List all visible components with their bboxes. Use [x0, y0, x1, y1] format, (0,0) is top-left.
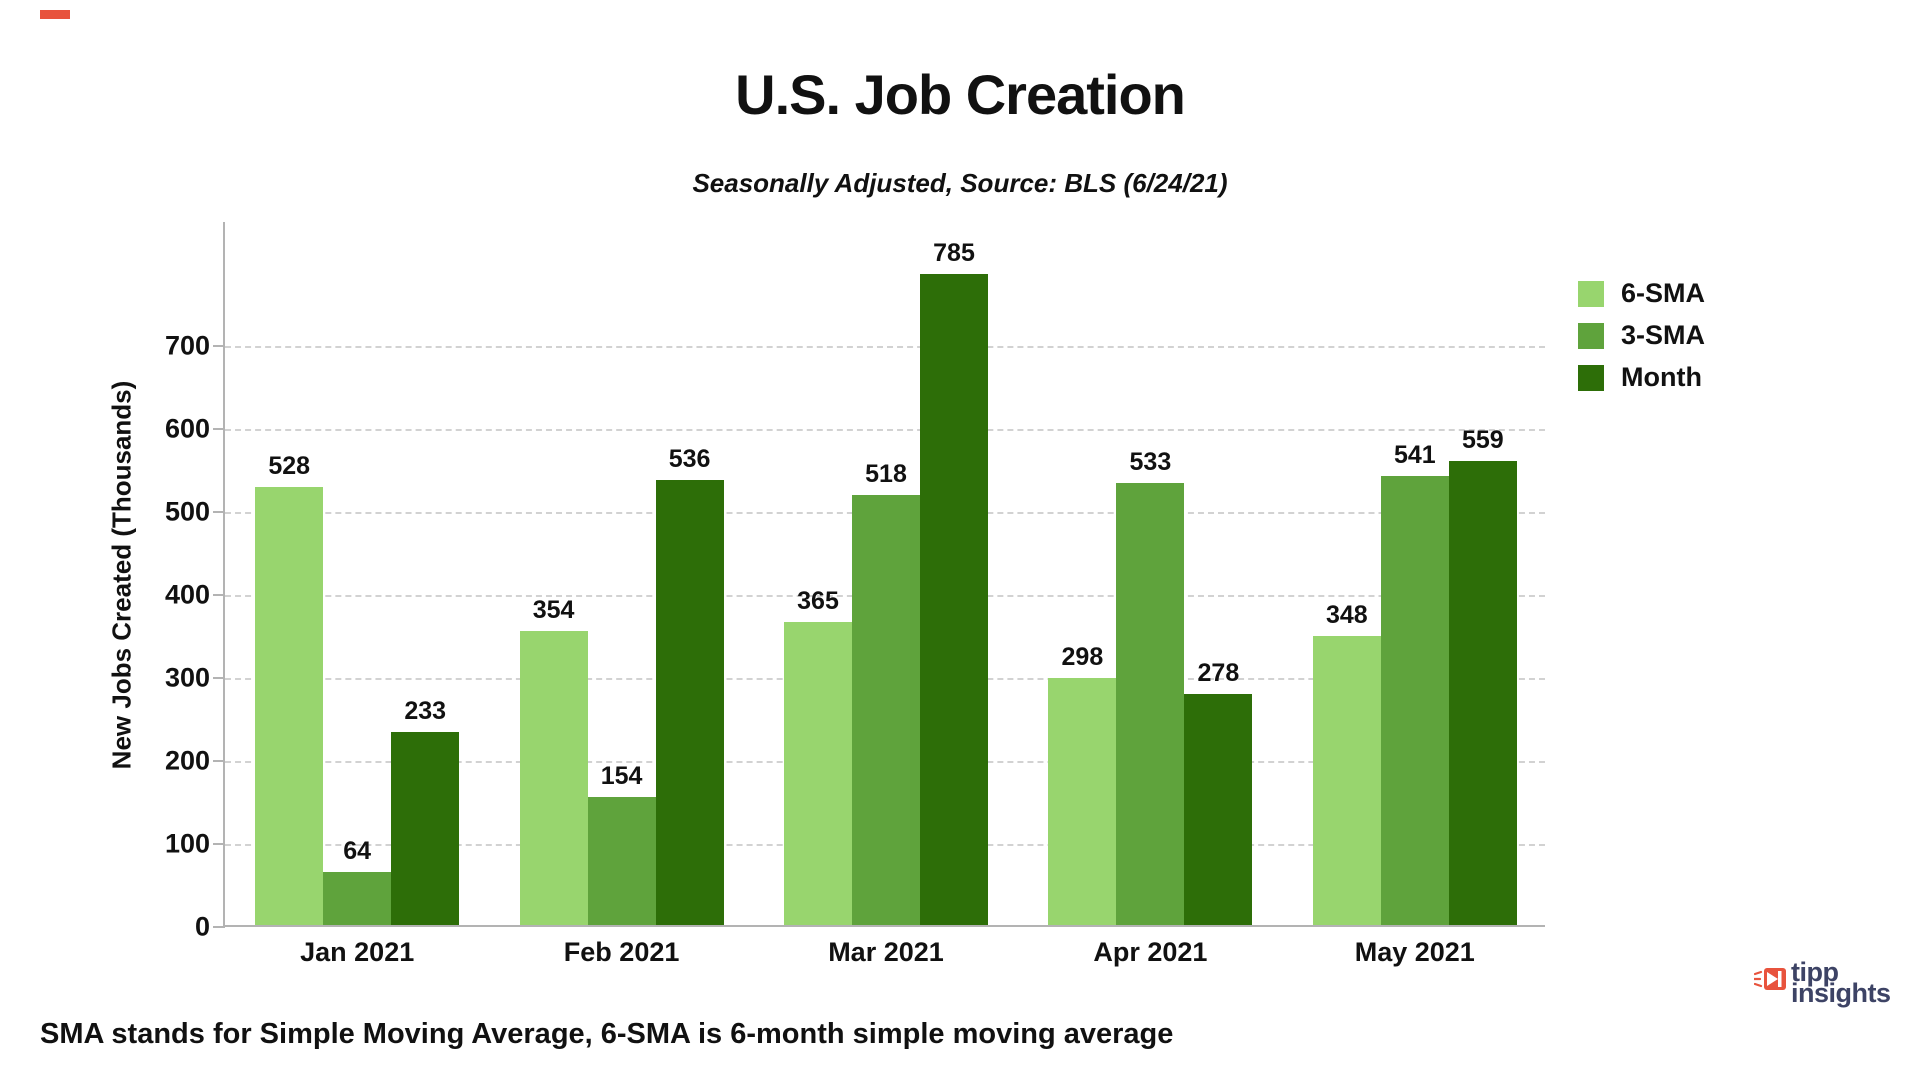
bar-month-apr	[1184, 694, 1253, 925]
bar-value-label: 533	[1129, 447, 1172, 476]
plot-area: 0 100 200 300 400 500 600 700 528 64 233 Jan 2021 35…	[165, 222, 1545, 967]
y-tick-label: 600	[164, 413, 210, 444]
x-tick-label: Feb 2021	[563, 937, 680, 967]
bar-6-sma-jan	[255, 487, 324, 925]
bar-month-mar	[920, 273, 988, 925]
top-left-red-mark	[40, 10, 70, 19]
bar-6-sma-may	[1312, 636, 1381, 925]
y-tick-mark	[213, 760, 225, 763]
bar-value-label: 518	[865, 460, 907, 489]
bar-value-label: 64	[343, 836, 372, 865]
x-tick-label: Mar 2021	[828, 937, 944, 967]
bar-value-label: 348	[1325, 601, 1368, 630]
tipp-insights-logo: tipp insights	[1754, 957, 1891, 1008]
legend-item-6-sma: 6-SMA	[1578, 278, 1705, 309]
legend-swatch	[1578, 322, 1604, 349]
legend-label: 6-SMA	[1621, 278, 1706, 308]
x-tick-label: Apr 2021	[1093, 937, 1208, 967]
bar-3-sma-may	[1380, 476, 1449, 925]
logo-word-tipp: tipp	[1791, 957, 1839, 987]
bar-month-may	[1448, 461, 1517, 925]
chart-title: U.S. Job Creation	[735, 63, 1186, 126]
y-tick-mark	[213, 594, 225, 597]
y-tick-mark	[213, 428, 225, 431]
y-tick-label: 300	[164, 662, 210, 693]
y-tick-label: 0	[194, 911, 210, 942]
legend-item-3-sma: 3-SMA	[1578, 320, 1705, 351]
x-tick-label: May 2021	[1354, 937, 1475, 967]
legend: 6-SMA 3-SMA Month	[1578, 278, 1705, 404]
y-tick-label: 700	[164, 330, 210, 361]
bar-value-label: 233	[404, 696, 447, 725]
logo-arrow-icon	[1754, 968, 1786, 990]
bar-value-label: 541	[1393, 441, 1436, 470]
y-tick-label: 400	[164, 579, 210, 610]
bar-6-sma-mar	[784, 622, 852, 925]
bar-3-sma-jan	[323, 871, 392, 925]
bar-3-sma-feb	[587, 797, 656, 925]
y-tick-label: 500	[164, 496, 210, 527]
bar-6-sma-apr	[1048, 677, 1117, 925]
bar-month-jan	[391, 731, 460, 925]
bar-month-feb	[655, 480, 724, 925]
legend-label: Month	[1621, 362, 1702, 392]
legend-swatch	[1578, 364, 1604, 391]
gridline-700	[225, 346, 1545, 349]
bar-value-label: 298	[1061, 642, 1104, 671]
y-tick-mark	[213, 843, 225, 846]
y-tick-label: 100	[164, 828, 210, 859]
bar-value-label: 528	[268, 452, 311, 481]
bar-value-label: 559	[1461, 426, 1504, 455]
chart-subtitle: Seasonally Adjusted, Source: BLS (6/24/2…	[692, 168, 1228, 198]
logo-word-insights: insights	[1791, 978, 1891, 1008]
bar-6-sma-feb	[519, 631, 588, 925]
bar-value-label: 278	[1197, 659, 1240, 688]
y-tick-mark	[213, 926, 225, 928]
bar-value-label: 785	[933, 238, 975, 267]
bar-3-sma-apr	[1116, 482, 1185, 925]
y-tick-mark	[213, 345, 225, 348]
footnote: SMA stands for Simple Moving Average, 6-…	[40, 1018, 1174, 1050]
bar-3-sma-mar	[852, 495, 920, 925]
legend-swatch	[1578, 280, 1604, 307]
gridline-600	[225, 429, 1545, 432]
y-tick-mark	[213, 677, 225, 680]
legend-label: 3-SMA	[1621, 320, 1706, 350]
bar-value-label: 365	[797, 587, 839, 616]
bar-value-label: 354	[532, 596, 575, 625]
bar-value-label: 536	[668, 445, 711, 474]
bar-value-label: 154	[600, 762, 643, 791]
y-tick-mark	[213, 511, 225, 514]
legend-item-month: Month	[1578, 362, 1705, 393]
x-tick-label: Jan 2021	[300, 937, 415, 967]
y-tick-label: 200	[164, 745, 210, 776]
